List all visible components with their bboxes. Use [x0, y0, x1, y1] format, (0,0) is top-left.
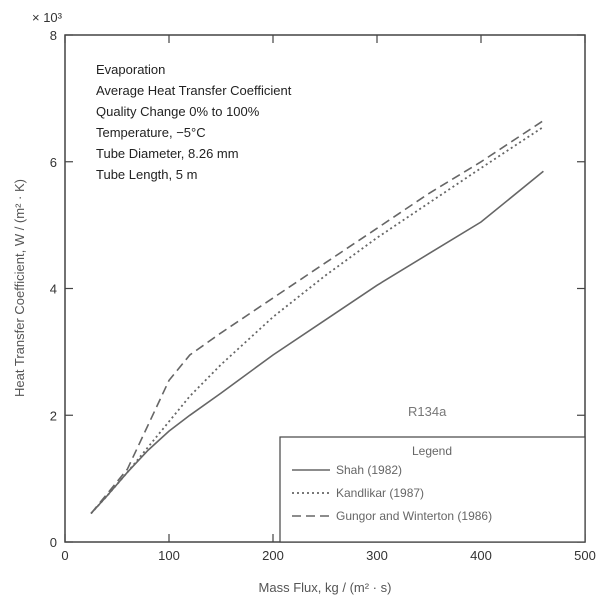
- y-tick-label: 6: [50, 155, 57, 170]
- x-tick-label: 0: [61, 548, 68, 563]
- annotation-line: Quality Change 0% to 100%: [96, 104, 260, 119]
- annotation-line: Tube Diameter, 8.26 mm: [96, 146, 239, 161]
- y-tick-label: 2: [50, 408, 57, 423]
- x-tick-label: 500: [574, 548, 596, 563]
- series-line-3: [90, 119, 544, 515]
- x-tick-label: 200: [262, 548, 284, 563]
- refrigerant-label: R134a: [408, 404, 447, 419]
- series-group: [90, 119, 544, 515]
- x-axis-title: Mass Flux, kg / (m² · s): [259, 580, 392, 595]
- legend-title: Legend: [412, 444, 452, 458]
- y-tick-label: 0: [50, 535, 57, 550]
- legend: Legend Shah (1982) Kandlikar (1987) Gungor…: [279, 436, 586, 543]
- annotation-line: Temperature, −5°C: [96, 125, 206, 140]
- annotation-line: Evaporation: [96, 62, 165, 77]
- legend-box: [279, 436, 586, 543]
- y-axis-title: Heat Transfer Coefficient, W / (m² · K): [12, 179, 27, 397]
- legend-label: Gungor and Winterton (1986): [336, 509, 492, 523]
- annotation-line: Tube Length, 5 m: [96, 167, 197, 182]
- y-tick-label: 8: [50, 28, 57, 43]
- x-tick-label: 100: [158, 548, 180, 563]
- series-line-1: [90, 170, 544, 515]
- series-line-2: [90, 126, 544, 515]
- legend-label: Kandlikar (1987): [336, 486, 424, 500]
- annotation-block: Evaporation Average Heat Transfer Coeffic…: [96, 62, 292, 182]
- y-multiplier: × 10³: [32, 10, 63, 25]
- x-tick-label: 300: [366, 548, 388, 563]
- x-tick-label: 400: [470, 548, 492, 563]
- annotation-line: Average Heat Transfer Coefficient: [96, 83, 292, 98]
- legend-items: Shah (1982) Kandlikar (1987) Gungor and Wi…: [292, 463, 492, 523]
- y-axis-ticks: 0 2 4 6 8: [50, 28, 585, 550]
- y-tick-label: 4: [50, 282, 57, 297]
- legend-label: Shah (1982): [336, 463, 402, 477]
